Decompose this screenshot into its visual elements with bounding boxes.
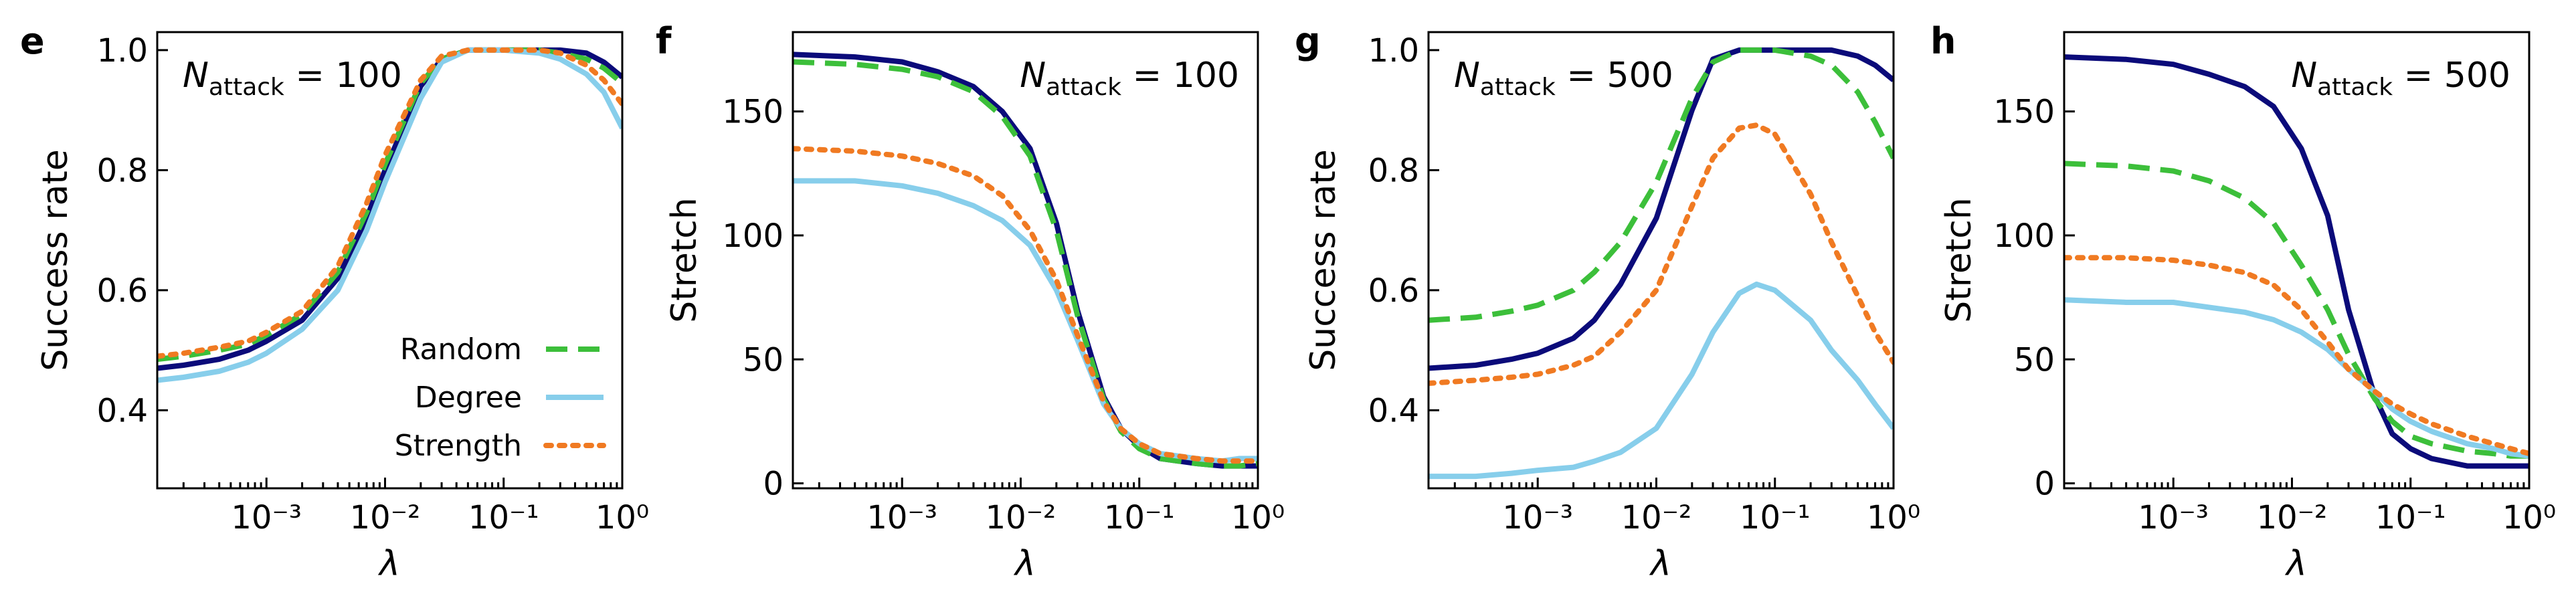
series-line-degree xyxy=(157,47,622,383)
series-line-strength xyxy=(157,47,622,359)
x-axis-title: λ xyxy=(1013,544,1036,584)
annotation-value: = 500 xyxy=(2393,56,2510,96)
x-tick-label: 10⁰ xyxy=(1231,499,1285,536)
n-attack-annotation: Nattack = 500 xyxy=(2291,56,2510,101)
y-tick-label: 0 xyxy=(763,466,784,503)
y-tick-label: 100 xyxy=(722,217,784,255)
panel-h: h 10⁻³ 10⁻² 10⁻¹ 10⁰ 0 50 100 150 λ Stretch Nattack… xyxy=(1930,20,2556,584)
legend: Random Degree Strength xyxy=(395,332,606,463)
legend-label-strength: Strength xyxy=(395,429,522,463)
annotation-symbol: N xyxy=(2291,56,2317,96)
x-tick-label: 10⁰ xyxy=(595,499,649,536)
annotation-value: = 100 xyxy=(284,56,402,96)
x-tick-label: 10⁻³ xyxy=(866,499,937,536)
annotation-symbol: N xyxy=(183,56,209,96)
y-tick-label: 150 xyxy=(1993,94,2055,131)
axes-frame xyxy=(2063,31,2531,490)
y-tick-label: 1.0 xyxy=(1368,32,1419,70)
axes-frame xyxy=(792,31,1259,490)
annotation-subscript: attack xyxy=(1046,74,1121,101)
series-line-strength_random xyxy=(793,52,1258,469)
series-line-random xyxy=(1429,47,1894,323)
y-tick-label: 0.6 xyxy=(97,272,148,310)
annotation-symbol: N xyxy=(1454,56,1480,96)
annotation-value: = 100 xyxy=(1121,56,1239,96)
y-tick-label: 100 xyxy=(1993,217,2055,255)
panel-letter: h xyxy=(1930,20,1956,62)
n-attack-annotation: Nattack = 100 xyxy=(183,56,402,101)
x-tick-label: 10⁻¹ xyxy=(1104,499,1175,536)
panel-letter: g xyxy=(1295,20,1321,62)
y-axis-title: Success rate xyxy=(1303,149,1344,371)
y-tick-label: 0.8 xyxy=(97,152,148,189)
x-axis-title: λ xyxy=(2284,544,2307,584)
x-tick-label: 10⁰ xyxy=(1867,499,1920,536)
n-attack-annotation: Nattack = 100 xyxy=(1020,56,1239,101)
series-line-random xyxy=(157,47,622,363)
x-tick-label: 10⁻¹ xyxy=(468,499,539,536)
x-axis-title: λ xyxy=(377,544,400,584)
annotation-symbol: N xyxy=(1020,56,1046,96)
x-tick-label: 10⁻³ xyxy=(1502,499,1573,536)
y-axis-title: Stretch xyxy=(664,197,705,323)
x-tick-label: 10⁰ xyxy=(2502,499,2556,536)
annotation-subscript: attack xyxy=(209,74,284,101)
y-tick-label: 50 xyxy=(743,341,784,379)
annotation-subscript: attack xyxy=(2317,74,2393,101)
x-tick-label: 10⁻² xyxy=(350,499,421,536)
x-tick-label: 10⁻² xyxy=(986,499,1056,536)
panel-g: g 10⁻³ 10⁻² 10⁻¹ 10⁰ 0.4 0.6 0.8 1.0 λ Success rat… xyxy=(1295,20,1920,584)
x-tick-label: 10⁻² xyxy=(2257,499,2328,536)
x-tick-label: 10⁻¹ xyxy=(1740,499,1811,536)
axes-frame xyxy=(156,31,624,490)
series-line-random xyxy=(2064,161,2529,459)
x-tick-label: 10⁻³ xyxy=(2138,499,2209,536)
x-tick-label: 10⁻¹ xyxy=(2375,499,2446,536)
y-tick-label: 0.6 xyxy=(1368,272,1419,310)
axes-frame xyxy=(1427,31,1895,490)
series-line-degree xyxy=(1429,281,1894,480)
y-axis-title: Stretch xyxy=(1939,197,1979,323)
panel-e: e 10⁻³ 10⁻² 10⁻¹ 10⁰ 0.4 0.6 0.8 1.0 λ Success rat… xyxy=(20,20,649,584)
x-tick-label: 10⁻³ xyxy=(231,499,302,536)
y-tick-label: 150 xyxy=(722,94,784,131)
legend-label-random: Random xyxy=(400,332,522,367)
panel-letter: e xyxy=(20,20,45,62)
x-tick-label: 10⁻² xyxy=(1621,499,1692,536)
y-axis-title: Success rate xyxy=(35,149,76,371)
y-tick-label: 50 xyxy=(2014,341,2055,379)
annotation-value: = 500 xyxy=(1556,56,1673,96)
x-axis-title: λ xyxy=(1649,544,1671,584)
series-line-strength xyxy=(2064,255,2529,457)
series-line-random xyxy=(793,59,1258,469)
series-line-strength xyxy=(1429,122,1894,386)
y-tick-label: 0.4 xyxy=(1368,392,1419,429)
y-tick-label: 1.0 xyxy=(97,32,148,70)
n-attack-annotation: Nattack = 500 xyxy=(1454,56,1673,101)
legend-label-degree: Degree xyxy=(415,381,522,415)
series-line-strength_random xyxy=(2064,54,2529,469)
panel-f: f 10⁻³ 10⁻² 10⁻¹ 10⁰ 0 50 100 150 λ Stretch Nattack… xyxy=(656,20,1285,584)
series-line-strength xyxy=(793,146,1258,464)
y-tick-label: 0.4 xyxy=(97,392,148,429)
y-tick-label: 0.8 xyxy=(1368,152,1419,189)
panel-letter: f xyxy=(656,20,672,62)
annotation-subscript: attack xyxy=(1480,74,1556,101)
y-tick-label: 0 xyxy=(2034,466,2055,503)
